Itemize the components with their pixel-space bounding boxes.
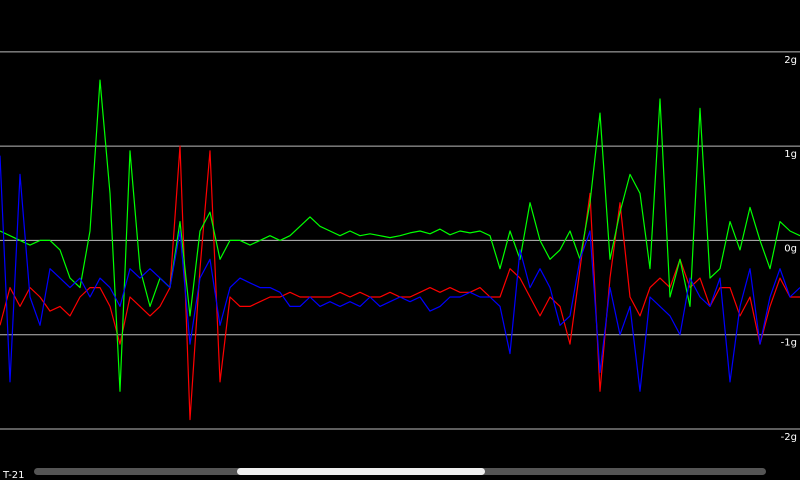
- time-label: T-21: [2, 470, 25, 480]
- y-tick-label: 2g: [784, 55, 797, 66]
- y-tick-label: -1g: [781, 338, 797, 349]
- series-line: [0, 155, 800, 392]
- y-tick-label: 1g: [784, 149, 797, 160]
- scrollbar-thumb[interactable]: [237, 468, 485, 475]
- y-tick-label: 0g: [784, 243, 797, 254]
- series-line: [0, 79, 800, 392]
- y-tick-label: -2g: [781, 432, 797, 443]
